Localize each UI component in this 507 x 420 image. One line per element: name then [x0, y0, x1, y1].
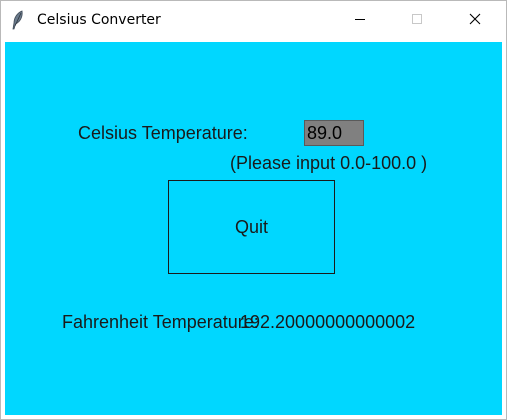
celsius-input[interactable] — [304, 120, 364, 146]
title-bar[interactable]: Celsius Converter — [1, 1, 506, 40]
close-icon — [469, 12, 481, 30]
celsius-label: Celsius Temperature: — [78, 123, 248, 143]
maximize-icon — [411, 12, 423, 30]
fahrenheit-value: 192.20000000000002 — [240, 312, 416, 332]
feather-icon — [10, 10, 26, 30]
maximize-button[interactable] — [394, 1, 440, 40]
close-button[interactable] — [452, 1, 498, 40]
window-title: Celsius Converter — [37, 12, 161, 28]
input-hint: (Please input 0.0-100.0 ) — [230, 153, 428, 173]
minimize-icon — [354, 12, 366, 30]
main-panel: Celsius Temperature: (Please input 0.0-1… — [5, 42, 502, 415]
quit-button[interactable]: Quit — [168, 180, 335, 274]
minimize-button[interactable] — [337, 1, 383, 40]
fahrenheit-label: Fahrenheit Temperature: — [62, 312, 259, 332]
